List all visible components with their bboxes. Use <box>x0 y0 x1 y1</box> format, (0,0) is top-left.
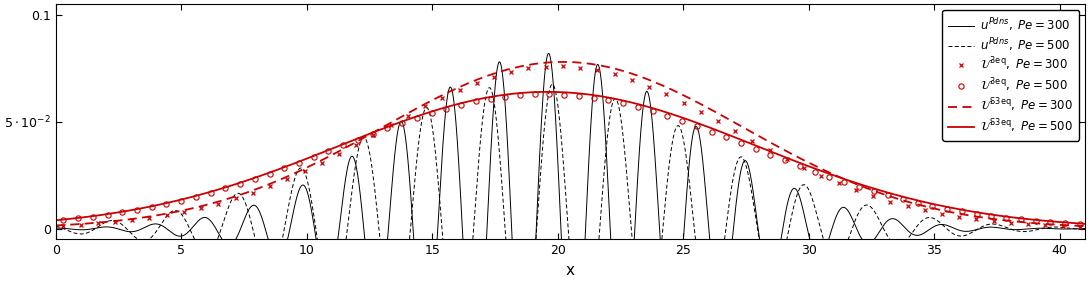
$\mathcal{U}^{\mathrm{S3eq}},\ Pe = 300$ <box>1047 223 1060 226</box>
$\mathcal{U}^{\mathrm{S3eq}},\ Pe = 500$ <box>1047 220 1060 223</box>
$\mathcal{U}^{3\mathrm{eq}},\ Pe = 500$ <box>543 92 556 96</box>
$u^{Pdns},\ Pe = 300$ <box>538 70 551 74</box>
$u^{Pdns},\ Pe = 300$ <box>481 204 494 208</box>
$\mathcal{U}^{3\mathrm{eq}},\ Pe = 300$ <box>315 161 328 164</box>
$u^{Pdns},\ Pe = 500$ <box>481 87 494 91</box>
X-axis label: x: x <box>566 263 575 278</box>
$u^{Pdns},\ Pe = 300$ <box>49 226 62 230</box>
$\mathcal{U}^{3\mathrm{eq}},\ Pe = 500$ <box>926 204 939 208</box>
$u^{Pdns},\ Pe = 500$ <box>1078 228 1089 232</box>
$u^{Pdns},\ Pe = 500$ <box>996 224 1010 228</box>
$\mathcal{U}^{3\mathrm{eq}},\ Pe = 300$ <box>229 197 242 200</box>
$\mathcal{U}^{3\mathrm{eq}},\ Pe = 500$ <box>57 218 70 222</box>
$\mathcal{U}^{3\mathrm{eq}},\ Pe = 300$ <box>711 120 724 123</box>
$\mathcal{U}^{\mathrm{S3eq}},\ Pe = 500$ <box>490 94 503 98</box>
Line: $\mathcal{U}^{3\mathrm{eq}},\ Pe = 300$: $\mathcal{U}^{3\mathrm{eq}},\ Pe = 300$ <box>61 64 1082 229</box>
$\mathcal{U}^{3\mathrm{eq}},\ Pe = 300$ <box>1074 225 1087 228</box>
$u^{Pdns},\ Pe = 300$ <box>797 212 810 215</box>
$u^{Pdns},\ Pe = 300$ <box>490 73 503 76</box>
$\mathcal{U}^{3\mathrm{eq}},\ Pe = 300$ <box>384 124 397 127</box>
$\mathcal{U}^{\mathrm{S3eq}},\ Pe = 500$ <box>538 90 551 94</box>
Line: $u^{Pdns},\ Pe = 500$: $u^{Pdns},\ Pe = 500$ <box>56 84 1085 282</box>
$\mathcal{U}^{\mathrm{S3eq}},\ Pe = 300$ <box>995 218 1008 222</box>
$\mathcal{U}^{3\mathrm{eq}},\ Pe = 500$ <box>941 207 954 210</box>
$\mathcal{U}^{\mathrm{S3eq}},\ Pe = 300$ <box>1078 224 1089 228</box>
$\mathcal{U}^{\mathrm{S3eq}},\ Pe = 500$ <box>1078 222 1089 226</box>
$\mathcal{U}^{\mathrm{S3eq}},\ Pe = 300$ <box>490 71 503 74</box>
$\mathcal{U}^{\mathrm{S3eq}},\ Pe = 500$ <box>49 219 62 222</box>
$\mathcal{U}^{\mathrm{S3eq}},\ Pe = 300$ <box>797 158 810 162</box>
$\mathcal{U}^{3\mathrm{eq}},\ Pe = 300$ <box>350 143 363 146</box>
$u^{Pdns},\ Pe = 500$ <box>49 224 62 228</box>
$\mathcal{U}^{3\mathrm{eq}},\ Pe = 500$ <box>189 195 203 199</box>
$\mathcal{U}^{3\mathrm{eq}},\ Pe = 300$ <box>57 224 70 227</box>
$\mathcal{U}^{\mathrm{S3eq}},\ Pe = 300$ <box>481 74 494 77</box>
Line: $\mathcal{U}^{\mathrm{S3eq}},\ Pe = 500$: $\mathcal{U}^{\mathrm{S3eq}},\ Pe = 500$ <box>56 92 1085 224</box>
$\mathcal{U}^{3\mathrm{eq}},\ Pe = 500$ <box>293 161 306 164</box>
$u^{Pdns},\ Pe = 500$ <box>1048 225 1061 229</box>
$\mathcal{U}^{3\mathrm{eq}},\ Pe = 500$ <box>366 132 379 136</box>
$\mathcal{U}^{\mathrm{S3eq}},\ Pe = 300$ <box>538 61 551 64</box>
$u^{Pdns},\ Pe = 300$ <box>1048 227 1061 230</box>
$u^{Pdns},\ Pe = 500$ <box>490 118 503 122</box>
$u^{Pdns},\ Pe = 300$ <box>542 52 555 55</box>
$\mathcal{U}^{\mathrm{S3eq}},\ Pe = 500$ <box>541 90 554 94</box>
$u^{Pdns},\ Pe = 300$ <box>996 227 1010 230</box>
$u^{Pdns},\ Pe = 500$ <box>538 120 551 123</box>
$\mathcal{U}^{\mathrm{S3eq}},\ Pe = 500$ <box>481 96 494 99</box>
$u^{Pdns},\ Pe = 500$ <box>546 83 559 86</box>
Legend: $u^{Pdns},\ Pe = 300$, $u^{Pdns},\ Pe = 500$, $\mathcal{U}^{3\mathrm{eq}},\ Pe =: $u^{Pdns},\ Pe = 300$, $u^{Pdns},\ Pe = … <box>942 10 1079 141</box>
$\mathcal{U}^{\mathrm{S3eq}},\ Pe = 500$ <box>797 163 810 166</box>
Line: $\mathcal{U}^{\mathrm{S3eq}},\ Pe = 300$: $\mathcal{U}^{\mathrm{S3eq}},\ Pe = 300$ <box>56 62 1085 226</box>
$\mathcal{U}^{3\mathrm{eq}},\ Pe = 500$ <box>1074 222 1087 226</box>
$\mathcal{U}^{\mathrm{S3eq}},\ Pe = 500$ <box>995 214 1008 218</box>
$\mathcal{U}^{3\mathrm{eq}},\ Pe = 500$ <box>632 105 645 109</box>
$\mathcal{U}^{\mathrm{S3eq}},\ Pe = 300$ <box>556 60 570 64</box>
$u^{Pdns},\ Pe = 500$ <box>797 183 810 186</box>
$\mathcal{U}^{3\mathrm{eq}},\ Pe = 300$ <box>556 65 570 68</box>
Line: $\mathcal{U}^{3\mathrm{eq}},\ Pe = 500$: $\mathcal{U}^{3\mathrm{eq}},\ Pe = 500$ <box>61 91 1082 227</box>
Line: $u^{Pdns},\ Pe = 300$: $u^{Pdns},\ Pe = 300$ <box>56 53 1085 282</box>
$u^{Pdns},\ Pe = 300$ <box>1078 227 1089 230</box>
$\mathcal{U}^{3\mathrm{eq}},\ Pe = 300$ <box>402 114 415 117</box>
$\mathcal{U}^{\mathrm{S3eq}},\ Pe = 300$ <box>49 224 62 227</box>
